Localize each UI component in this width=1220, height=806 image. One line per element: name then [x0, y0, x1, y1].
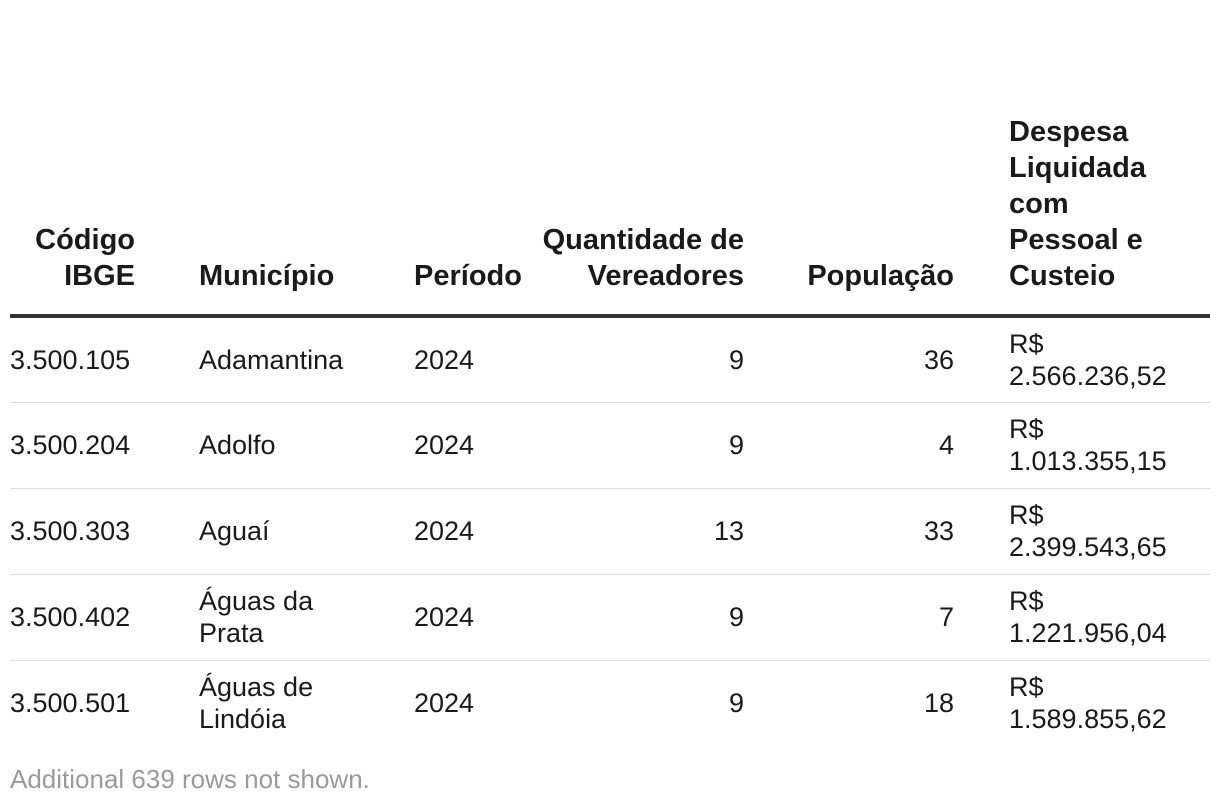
- cell-despesa: R$ 1.221.956,04: [1009, 586, 1167, 648]
- cell-vereadores: 13: [713, 516, 744, 546]
- cell-periodo: 2024: [414, 430, 475, 460]
- header-periodo: Período: [414, 0, 534, 318]
- header-municipio: Município: [199, 0, 414, 318]
- cell-vereadores: 9: [728, 344, 744, 375]
- header-populacao: População: [744, 0, 954, 318]
- cell-despesa: R$ 2.399.543,65: [1009, 500, 1167, 562]
- cell-populacao: 7: [938, 602, 954, 632]
- cell-codigo: 3.500.501: [10, 688, 131, 719]
- cell-vereadores: 9: [728, 430, 744, 460]
- cell-populacao: 4: [938, 430, 954, 460]
- cell-municipio: Águas de Lindóia: [199, 672, 314, 735]
- cell-municipio: Aguaí: [199, 516, 270, 546]
- table-row: 3.500.204 Adolfo 2024 9 4 R$ 1.013.355,1…: [10, 402, 1210, 488]
- table-row: 3.500.501 Águas de Lindóia 2024 9 18 R$ …: [10, 660, 1210, 746]
- cell-municipio: Adolfo: [199, 430, 276, 460]
- cell-despesa: R$ 1.013.355,15: [1009, 414, 1167, 476]
- cell-despesa: R$ 2.566.236,52: [1009, 328, 1167, 391]
- cell-vereadores: 9: [728, 602, 744, 632]
- cell-populacao: 36: [923, 344, 954, 375]
- cell-populacao: 33: [923, 516, 954, 546]
- cell-codigo: 3.500.303: [10, 516, 131, 546]
- cell-periodo: 2024: [414, 688, 475, 719]
- table-row: 3.500.105 Adamantina 2024 9 36 R$ 2.566.…: [10, 316, 1210, 402]
- cell-periodo: 2024: [414, 344, 475, 375]
- rows-not-shown-note: Additional 639 rows not shown.: [10, 764, 370, 794]
- cell-municipio: Águas da Prata: [199, 586, 314, 648]
- header-codigo-ibge: Código IBGE: [10, 0, 199, 318]
- table-body: 3.500.105 Adamantina 2024 9 36 R$ 2.566.…: [10, 316, 1210, 746]
- table-header: Código IBGE Município Período Quantidade…: [10, 0, 1210, 318]
- cell-codigo: 3.500.204: [10, 430, 131, 460]
- data-table: Código IBGE Município Período Quantidade…: [10, 0, 1210, 746]
- cell-vereadores: 9: [728, 688, 744, 719]
- table-row: 3.500.402 Águas da Prata 2024 9 7 R$ 1.2…: [10, 574, 1210, 660]
- cell-periodo: 2024: [414, 602, 475, 632]
- cell-codigo: 3.500.402: [10, 602, 131, 632]
- cell-populacao: 18: [923, 688, 954, 719]
- cell-codigo: 3.500.105: [10, 344, 131, 375]
- table-row: 3.500.303 Aguaí 2024 13 33 R$ 2.399.543,…: [10, 488, 1210, 574]
- header-row: Código IBGE Município Período Quantidade…: [10, 0, 1210, 318]
- header-quantidade-vereadores: Quantidade de Vereadores: [534, 0, 744, 318]
- cell-despesa: R$ 1.589.855,62: [1009, 672, 1167, 735]
- cell-municipio: Adamantina: [199, 344, 344, 375]
- data-table-container: Código IBGE Município Período Quantidade…: [10, 0, 1210, 746]
- cell-periodo: 2024: [414, 516, 475, 546]
- header-despesa: Despesa Liquidada com Pessoal e Custeio: [954, 0, 1210, 318]
